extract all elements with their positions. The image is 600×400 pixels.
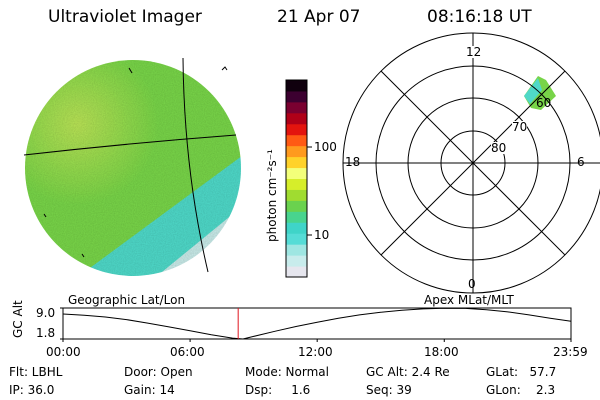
longitude-line <box>182 57 209 273</box>
seq-status: Seq: 39 <box>366 383 412 397</box>
colorbar-tick-label-10: 10 <box>314 228 330 242</box>
mode-status: Mode: Normal <box>245 365 329 379</box>
geographic-grid-label: Geographic Lat/Lon <box>68 293 186 307</box>
colorbar-segment <box>286 134 307 147</box>
colorbar-segment <box>286 200 307 212</box>
image-time: 08:16:18 UT <box>427 7 532 27</box>
colorbar-segment <box>286 90 307 103</box>
colorbar-segment <box>286 178 307 190</box>
colorbar-segment <box>286 112 307 125</box>
x-tick-label-1200: 12:00 <box>298 345 333 359</box>
altitude-y-tick-max: 9.0 <box>36 306 56 320</box>
instrument-title: Ultraviolet Imager <box>48 7 202 27</box>
colorbar-segment <box>286 167 307 179</box>
colorbar-segment <box>286 222 307 234</box>
x-tick-label-0600: 06:00 <box>170 345 205 359</box>
door-status: Door: Open <box>124 365 193 379</box>
glat-status: GLat: 57.7 <box>486 365 557 379</box>
glon-status: GLon: 2.3 <box>486 383 556 397</box>
colorbar-segment <box>286 255 307 267</box>
colorbar-segment <box>286 266 307 278</box>
latitude-line <box>23 134 237 156</box>
gain-status: Gain: 14 <box>124 383 175 397</box>
mlat-label-70: 70 <box>512 120 528 134</box>
mlt-label-12: 12 <box>466 45 482 59</box>
mlat-label-60: 60 <box>536 96 552 110</box>
colorbar-segment <box>286 233 307 245</box>
dsp-status: Dsp: 1.6 <box>245 383 311 397</box>
altitude-y-tick-min: 1.8 <box>36 326 56 340</box>
colorbar-tick-label-100: 100 <box>314 140 337 154</box>
x-tick-label-2359: 23:59 <box>553 345 588 359</box>
altitude-series-line <box>62 307 572 340</box>
image-date: 21 Apr 07 <box>277 7 361 27</box>
mlat-label-80: 80 <box>491 141 507 155</box>
mlt-label-18: 18 <box>345 155 361 169</box>
colorbar-segment <box>286 211 307 223</box>
colorbar-segment <box>286 244 307 256</box>
mlt-label-6: 6 <box>577 155 585 169</box>
mlt-label-0: 0 <box>468 277 476 291</box>
altitude-axis-label: GC Alt <box>11 300 25 338</box>
colorbar-segment <box>286 156 307 169</box>
altitude-chart-frame <box>62 307 572 340</box>
colorbar-segment <box>286 101 307 114</box>
colorbar-segment <box>286 145 307 158</box>
apex-grid-label: Apex MLat/MLT <box>424 293 514 307</box>
colorbar-segment <box>286 80 307 92</box>
x-tick-label-1800: 18:00 <box>424 345 459 359</box>
x-tick-label-0000: 00:00 <box>46 345 81 359</box>
filter-status: Flt: LBHL <box>9 365 63 379</box>
ip-status: IP: 36.0 <box>9 383 55 397</box>
gc-alt-status: GC Alt: 2.4 Re <box>366 365 450 379</box>
colorbar-segment <box>286 189 307 201</box>
colorbar-segment <box>286 123 307 136</box>
